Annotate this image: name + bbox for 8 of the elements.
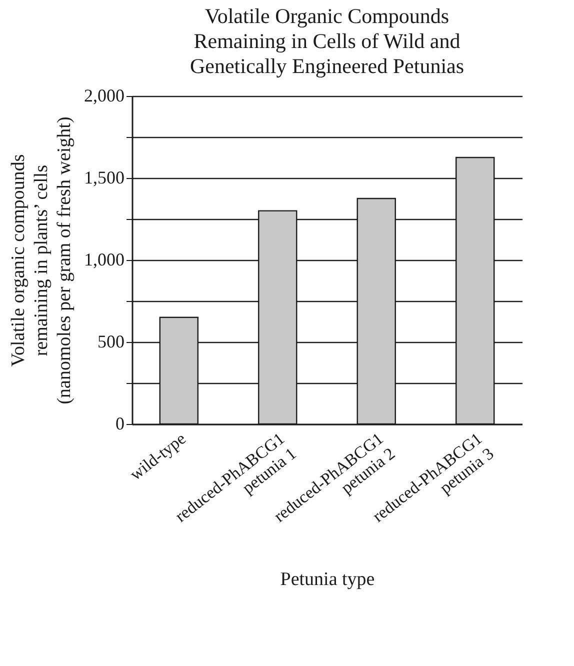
y-axis-title: Volatile organic compounds remaining in plants’ cells (nanomoles per gram of fresh weight) [8, 116, 75, 404]
y-tick-label: 500 [98, 332, 124, 352]
chart-title: Volatile Organic Compounds Remaining in Cells of Wild and Genetically Engineered Petunias [190, 4, 464, 78]
x-axis-title: Petunia type [280, 569, 375, 590]
y-tick-label: 1,000 [84, 250, 124, 270]
y-tick-label: 1,500 [84, 168, 124, 188]
y-tick-label: 2,000 [84, 86, 124, 106]
y-tick-label: 0 [116, 414, 124, 434]
